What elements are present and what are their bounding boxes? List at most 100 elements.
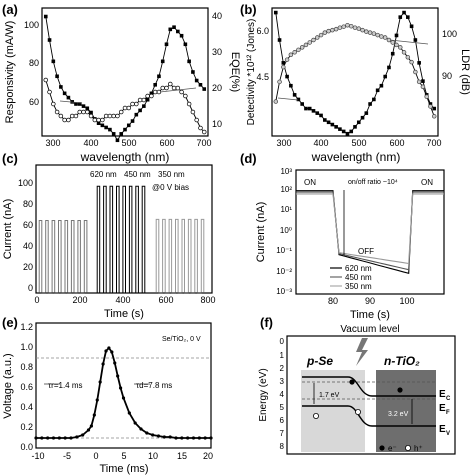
detectivity-point: [304, 106, 308, 111]
panel-d-label: (d): [240, 151, 257, 166]
eqe-point: [77, 109, 82, 115]
y-tick-label: 6.0: [256, 26, 269, 36]
y-tick-label: 0.0: [20, 442, 33, 452]
eqe-point: [66, 117, 71, 123]
panel-d-plot: [296, 190, 444, 275]
n-tio2-region: [376, 370, 436, 452]
y-tick-label: 40: [23, 241, 33, 251]
ldr-point: [379, 34, 384, 39]
ldr-point: [431, 114, 437, 119]
x-tick-label: 10: [148, 451, 158, 461]
eqe-point: [111, 113, 116, 119]
gap-label-right: 3.2 eV: [388, 411, 409, 418]
y-tick-label: 100: [442, 29, 457, 39]
panel-d-yticks: 10⁻³ 10⁻² 10⁻¹ 10⁰ 10¹ 10² 10³: [276, 167, 292, 296]
x-tick-label: 0: [93, 451, 98, 461]
y-tick-label: 80: [29, 58, 39, 68]
ldr-point: [296, 47, 301, 53]
responsivity-point: [187, 59, 191, 64]
x-axis-label: wavelength (nm): [80, 150, 170, 164]
p-se-label: p-Se: [306, 354, 333, 368]
panel-e-yticks: 0.0 0.2 0.4 0.6 0.8 1.0 1.2: [20, 322, 33, 452]
panel-e-xticks: -10 -5 0 5 10 15 20: [31, 451, 213, 461]
ef-label: E: [439, 403, 446, 414]
y-tick-label: 20: [23, 262, 33, 272]
detectivity-point: [281, 61, 286, 65]
detectivity-line: [275, 11, 435, 135]
legend-entry: 350 nm: [158, 170, 185, 179]
panel-c-legend: 620 nm 450 nm 350 nm @0 V bias: [90, 170, 189, 192]
detectivity-point: [417, 61, 421, 65]
ef-subscript: F: [446, 410, 450, 416]
responsivity-point: [198, 83, 203, 87]
eqe-point: [54, 109, 60, 115]
x-tick-label: -10: [31, 451, 44, 461]
panel-f: (f) Vacuum level 1.7 eV 3.2 eV p-Se n-Ti…: [258, 315, 456, 455]
x-tick-label: 700: [196, 138, 211, 148]
y-axis-label-left: Responsivity (mA/W): [4, 21, 16, 124]
detectivity-point: [402, 10, 406, 15]
panel-b-frame: [271, 7, 439, 137]
bias-annotation: @0 V bias: [152, 183, 189, 192]
eqe-point: [160, 85, 165, 91]
responsivity-point: [59, 85, 63, 89]
panel-f-label: (f): [260, 315, 273, 330]
x-tick-label: 200: [72, 295, 87, 305]
on-annotation: ON: [421, 178, 433, 187]
detectivity-point: [277, 38, 282, 42]
legend-entry: 620 nm: [345, 264, 372, 273]
x-axis-label: Time (s): [104, 308, 144, 320]
responsivity-point: [176, 29, 180, 34]
electron-legend-icon: [379, 445, 385, 451]
voltage-point: [191, 436, 196, 440]
y-tick-label: 5: [280, 403, 285, 412]
x-axis-label: Time (s): [350, 309, 390, 321]
y-tick-label: 4: [280, 390, 285, 399]
eqe-point: [134, 101, 139, 107]
eqe-point: [145, 93, 150, 99]
eqe-point: [149, 93, 154, 99]
detectivity-point: [292, 93, 297, 97]
panel-d-xticks: 80 90 100: [328, 296, 415, 306]
responsivity-point: [130, 119, 135, 123]
responsivity-point: [119, 132, 124, 136]
axis-arrow-left: [277, 97, 299, 101]
voltage-point: [168, 435, 172, 439]
detectivity-point: [341, 129, 346, 134]
ec-subscript: C: [446, 396, 451, 402]
detectivity-point: [326, 120, 331, 125]
panel-e-plot: [34, 346, 213, 440]
detectivity-point: [375, 88, 380, 93]
ldr-point: [413, 69, 418, 75]
x-tick-label: 90: [365, 296, 375, 306]
y-axis-label-right: LDR (dB): [459, 49, 471, 95]
voltage-point: [133, 421, 137, 425]
eqe-point: [126, 105, 132, 111]
responsivity-point: [123, 127, 127, 132]
x-tick-label: 100: [399, 296, 414, 306]
eqe-point: [179, 89, 184, 95]
responsivity-point: [115, 138, 120, 143]
x-tick-label: 0: [34, 295, 39, 305]
responsivity-point: [145, 97, 150, 102]
current-trace: [296, 193, 444, 265]
eqe-point: [58, 113, 64, 119]
ldr-point: [428, 104, 433, 109]
y-tick-label: 100: [24, 20, 39, 30]
x-tick-label: 15: [177, 451, 187, 461]
eqe-point: [115, 113, 120, 119]
detectivity-point: [383, 74, 387, 79]
y-tick-label: 0: [280, 337, 285, 346]
panel-f-yticks: 0 1 2 3 4 5 6 7 8: [280, 337, 285, 451]
ldr-point: [303, 42, 309, 48]
detectivity-point: [285, 74, 289, 79]
y-tick-label: 3: [280, 377, 285, 386]
ldr-point: [288, 52, 294, 58]
eqe-point: [152, 89, 158, 95]
ldr-point: [322, 30, 328, 35]
eqe-point: [175, 85, 181, 91]
y-tick-label: 80: [23, 199, 33, 209]
y-axis-label: Current (nA): [2, 199, 14, 260]
voltage-point: [107, 346, 111, 350]
hole-marker: [354, 408, 361, 415]
